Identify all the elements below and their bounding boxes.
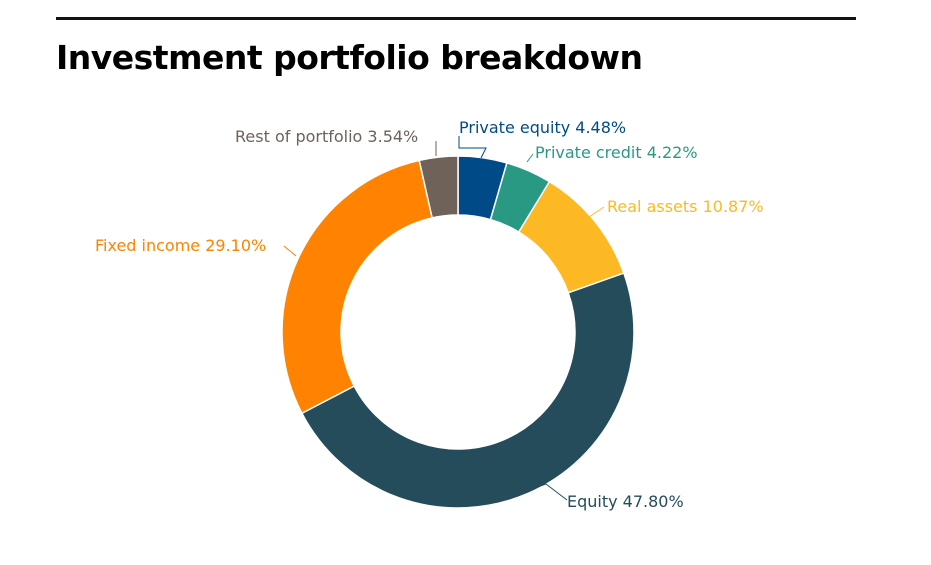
data-label-private-credit: Private credit 4.22% — [535, 143, 698, 162]
leader-line-private-credit — [526, 153, 534, 163]
data-label-fixed-income: Fixed income 29.10% — [95, 236, 266, 255]
slice-rest-of-portfolio[interactable] — [418, 155, 459, 219]
data-label-real-assets: Real assets 10.87% — [607, 197, 764, 216]
leader-line-equity — [525, 483, 568, 501]
data-label-equity: Equity 47.80% — [567, 492, 684, 511]
top-rule — [56, 17, 856, 20]
chart-title: Investment portfolio breakdown — [56, 38, 643, 77]
slice-fixed-income[interactable] — [281, 159, 434, 415]
data-label-rest-of-portfolio: Rest of portfolio 3.54% — [235, 127, 418, 146]
leader-line-real-assets — [585, 206, 605, 220]
data-label-private-equity: Private equity 4.48% — [459, 118, 626, 137]
leader-line-private-equity — [458, 136, 487, 159]
leader-line-fixed-income — [283, 245, 297, 257]
slice-equity[interactable] — [300, 272, 635, 509]
